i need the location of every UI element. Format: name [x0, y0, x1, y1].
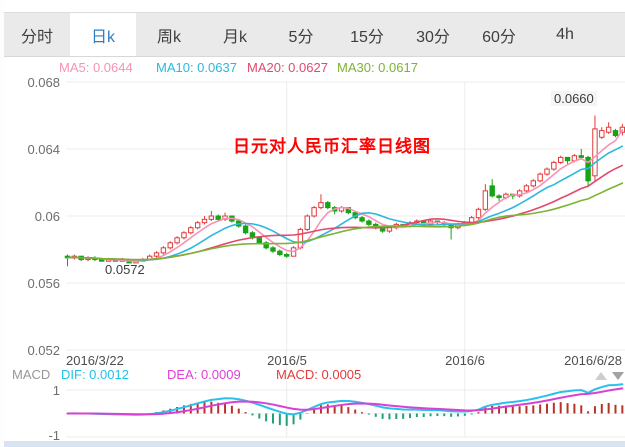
chart-title: 日元对人民币汇率日线图	[233, 137, 431, 156]
tab-minute[interactable]: 分时	[20, 28, 53, 46]
bottom-border-strip	[4, 441, 625, 447]
y-tick-0064: 0.064	[27, 142, 60, 157]
x-tick-may: 2016/5	[267, 353, 307, 368]
tab-15min[interactable]: 15分	[350, 28, 384, 46]
tab-30min[interactable]: 30分	[416, 28, 450, 46]
tab-5min[interactable]: 5分	[288, 28, 314, 46]
y-tick-0056: 0.056	[27, 276, 60, 291]
x-tick-end-date: 2016/6/28	[564, 353, 622, 368]
macd-tick-minus1: -1	[48, 428, 60, 443]
y-tick-0068: 0.068	[27, 75, 60, 90]
macd-dea-value: DEA: 0.0009	[167, 367, 241, 382]
tab-month-k[interactable]: 月k	[222, 28, 247, 46]
ma20-legend: MA20: 0.0627	[247, 60, 328, 75]
macd-tick-plus1: 1	[52, 383, 60, 398]
tab-4h[interactable]: 4h	[556, 25, 574, 43]
ma30-legend: MA30: 0.0617	[337, 60, 418, 75]
tab-60min[interactable]: 60分	[482, 28, 516, 46]
macd-indicator-label: MACD	[12, 367, 51, 382]
y-tick-0052: 0.052	[27, 343, 60, 358]
period-tabbar: 分时 日k 周k 月k 5分 15分 30分 60分 4h	[4, 12, 625, 57]
ma5-legend: MA5: 0.0644	[59, 60, 133, 75]
low-price-annotation: 0.0572	[105, 262, 145, 277]
x-tick-start-date: 2016/3/22	[66, 353, 124, 368]
tab-day-k[interactable]: 日k	[70, 13, 136, 56]
tab-week-k[interactable]: 周k	[156, 28, 181, 46]
macd-dif-value: DIF: 0.0012	[61, 367, 129, 382]
high-price-annotation: 0.0660	[551, 91, 597, 106]
x-tick-june: 2016/6	[445, 353, 485, 368]
macd-macd-value: MACD: 0.0005	[276, 367, 362, 382]
ma10-legend: MA10: 0.0637	[156, 60, 237, 75]
scroll-up-icon[interactable]	[595, 372, 607, 380]
kline-chart-canvas[interactable]	[4, 0, 625, 447]
scroll-down-icon[interactable]	[612, 372, 624, 380]
y-tick-006: 0.06	[34, 209, 60, 224]
